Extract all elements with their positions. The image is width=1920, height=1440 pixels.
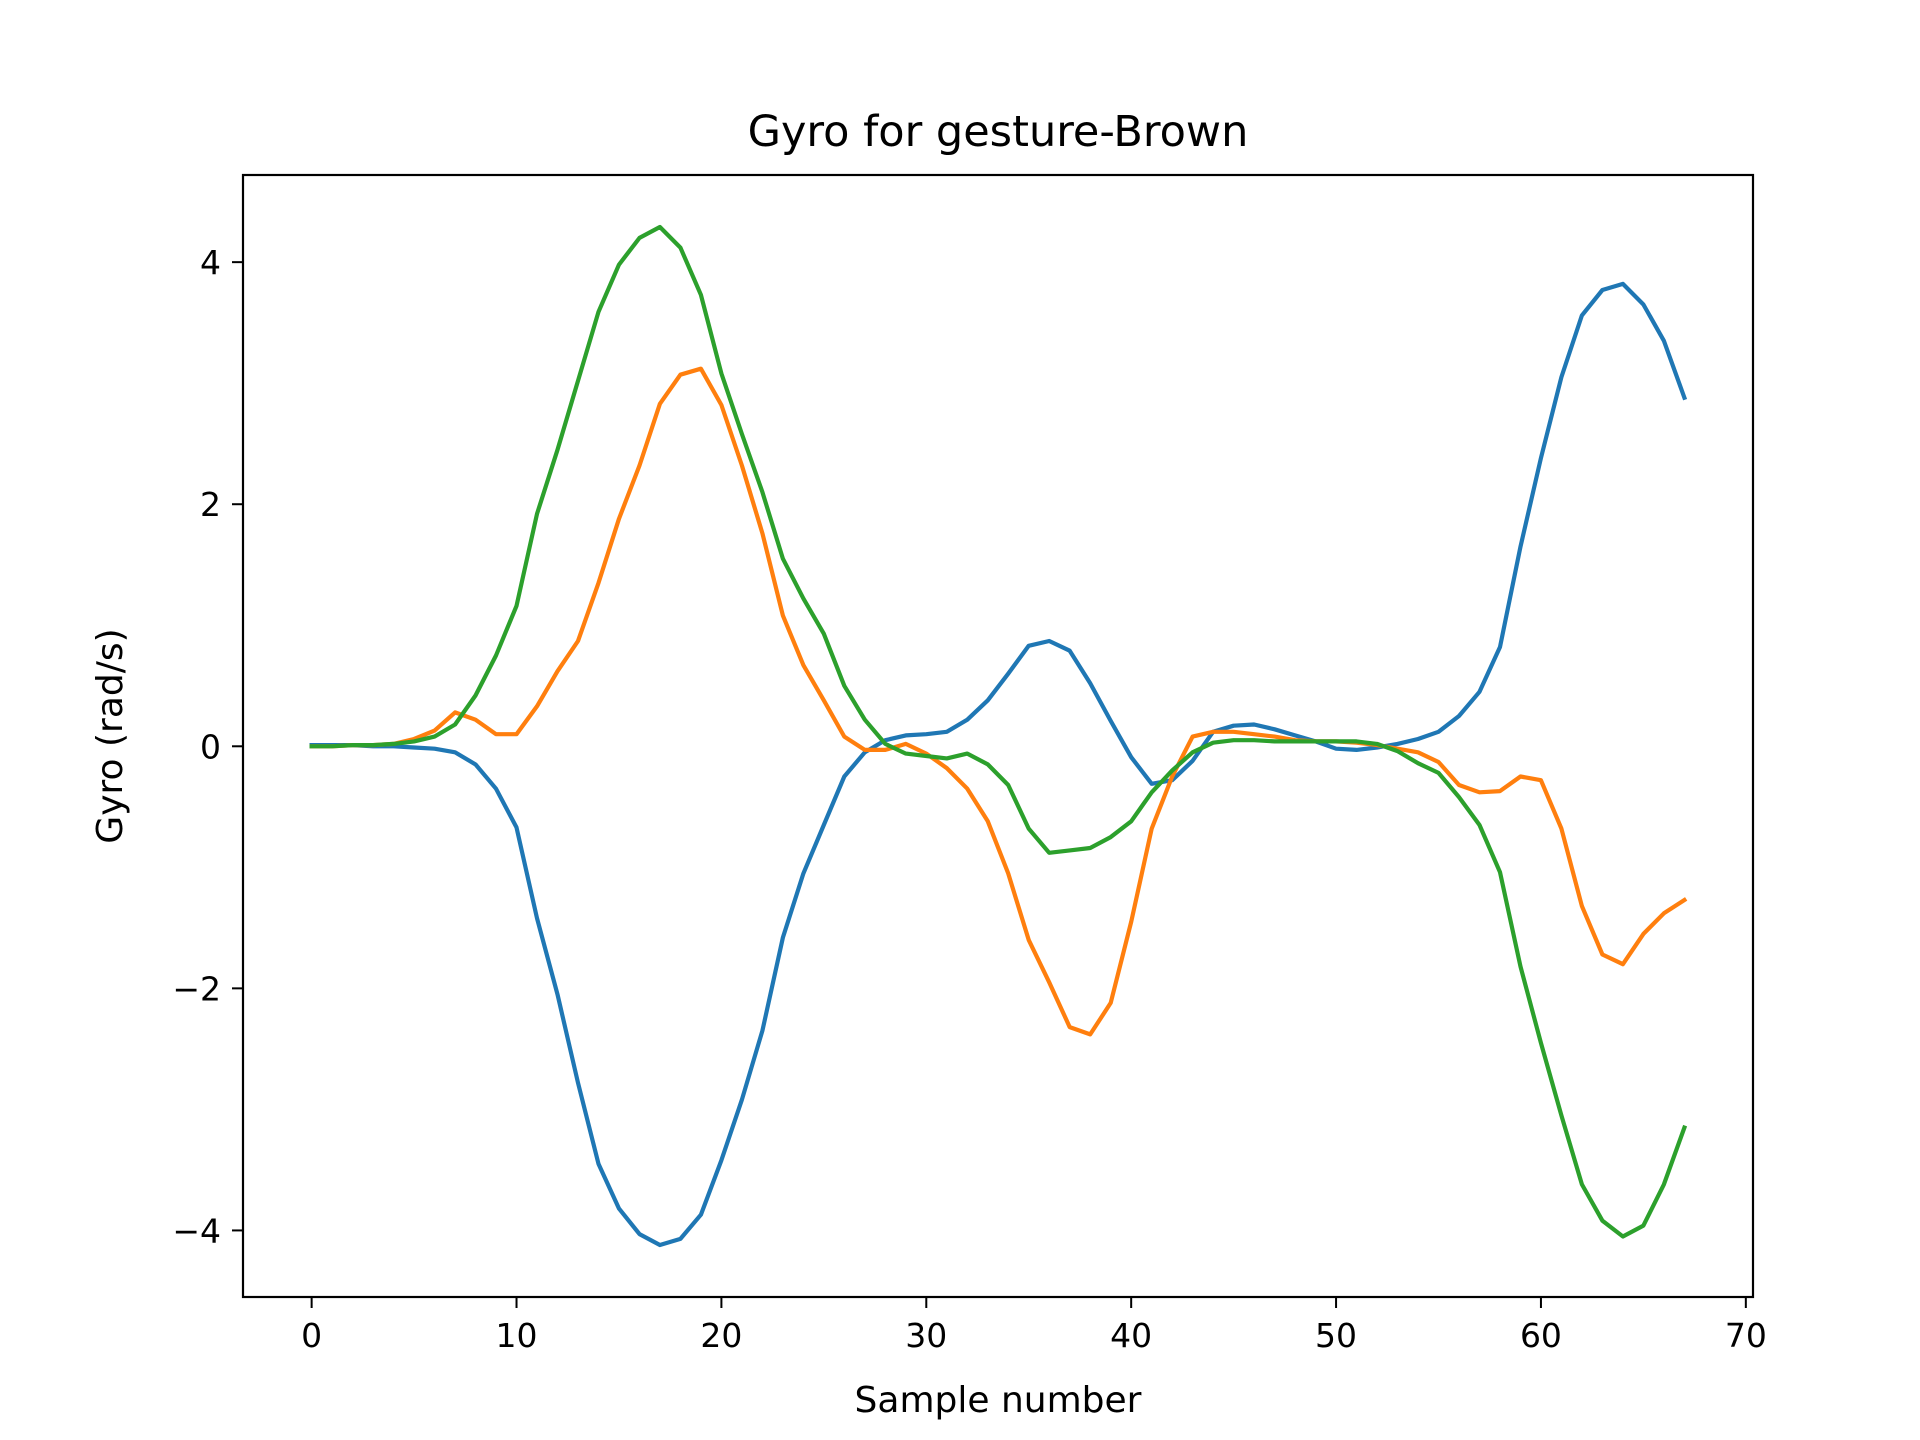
series-line-2	[309, 366, 1688, 1037]
y-tick-label: −2	[172, 969, 221, 1008]
chart-title: Gyro for gesture-Brown	[748, 107, 1249, 157]
y-tick-label: 2	[200, 485, 221, 524]
x-tick-label: 40	[1110, 1316, 1152, 1355]
x-tick-label: 0	[301, 1316, 322, 1355]
y-axis-label: Gyro (rad/s)	[90, 628, 131, 843]
y-tick-label: 4	[200, 243, 221, 282]
x-tick-label: 20	[700, 1316, 742, 1355]
y-axis: −4 −2 0 2 4	[172, 243, 243, 1250]
y-tick-label: 0	[200, 727, 221, 766]
x-tick-label: 10	[496, 1316, 538, 1355]
x-axis-label: Sample number	[855, 1380, 1142, 1421]
x-tick-label: 50	[1315, 1316, 1357, 1355]
plot-frame	[241, 173, 1755, 1299]
x-tick-label: 30	[905, 1316, 947, 1355]
x-tick-label: 70	[1725, 1316, 1767, 1355]
series-line-3	[309, 224, 1688, 1239]
series-line-1	[309, 281, 1688, 1248]
x-tick-label: 60	[1520, 1316, 1562, 1355]
y-tick-label: −4	[172, 1211, 221, 1250]
x-axis: 0 10 20 30 40 50 60 70	[301, 1297, 1767, 1355]
series-layer	[309, 224, 1688, 1248]
